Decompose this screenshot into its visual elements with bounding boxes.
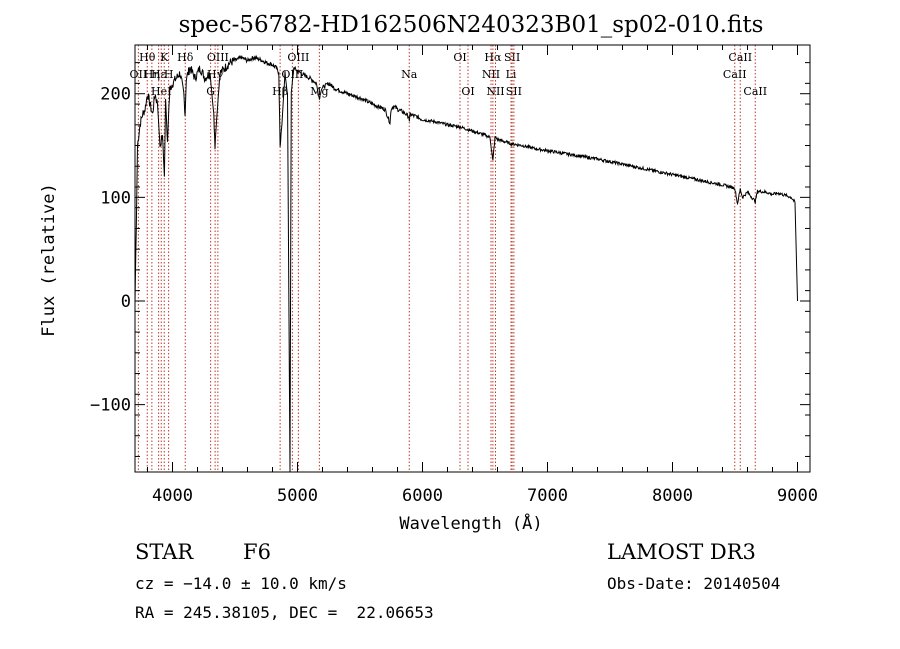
- line-marker-label: HeI: [151, 85, 171, 98]
- y-axis-label: Flux (relative): [39, 183, 59, 337]
- line-marker-label: CaII: [728, 51, 752, 64]
- redshift: cz = −14.0 ± 10.0 km/s: [135, 574, 347, 593]
- line-marker-label: Na: [401, 68, 418, 81]
- x-tick-label: 8000: [652, 486, 693, 506]
- line-marker-label: Hα: [484, 51, 502, 64]
- line-marker-label: Hη: [144, 68, 160, 81]
- axes-group: 4000 5000 6000 7000 8000 9000 −100 0 100 200: [90, 44, 818, 506]
- line-markers: HθOIIHηHεHeIKHHδHγGOIIIHβOIIIOIIIMgNaOIO…: [130, 45, 767, 472]
- survey-name: LAMOST DR3: [607, 540, 756, 564]
- y-tick-label: 0: [121, 292, 131, 312]
- x-axis-label: Wavelength (Å): [399, 512, 542, 534]
- coordinates: RA = 245.38105, DEC = 22.06653: [135, 603, 434, 622]
- spectrum-line: [134, 54, 798, 473]
- line-marker-label: NII: [482, 68, 500, 81]
- x-tick-label: 7000: [527, 486, 568, 506]
- line-marker-label: Hθ: [139, 51, 156, 64]
- line-marker-label: G: [206, 85, 215, 98]
- line-marker-label: Li: [506, 68, 517, 81]
- y-tick-label: −100: [90, 396, 131, 416]
- line-marker-label: Hε: [151, 68, 167, 81]
- line-marker-label: NII: [486, 85, 504, 98]
- line-marker-label: H: [164, 68, 174, 81]
- line-marker-label: CaII: [723, 68, 747, 81]
- x-tick-label: 4000: [152, 486, 193, 506]
- line-marker-label: K: [160, 51, 169, 64]
- y-tick-label: 200: [100, 85, 131, 105]
- line-marker-label: Hδ: [177, 51, 194, 64]
- x-tick-label: 9000: [777, 486, 818, 506]
- line-marker-label: OIII: [207, 51, 229, 64]
- obs-date: Obs-Date: 20140504: [607, 574, 781, 593]
- x-tick-label: 5000: [277, 486, 318, 506]
- line-marker-label: CaII: [743, 85, 767, 98]
- line-marker-label: OIII: [287, 51, 309, 64]
- line-marker-label: OI: [453, 51, 466, 64]
- plot-frame: [134, 44, 811, 473]
- series-group: [134, 54, 798, 473]
- line-marker-label: OII: [130, 68, 148, 81]
- subclass: F6: [243, 540, 271, 564]
- object-class: STAR: [135, 540, 194, 564]
- line-marker-label: SII: [506, 85, 522, 98]
- line-marker-label: Mg: [310, 85, 328, 98]
- line-marker-label: SII: [504, 51, 520, 64]
- line-marker-label: OI: [461, 85, 474, 98]
- line-marker-label: Hβ: [272, 85, 288, 98]
- chart-title: spec-56782-HD162506N240323B01_sp02-010.f…: [179, 12, 764, 38]
- x-tick-label: 6000: [402, 486, 443, 506]
- y-tick-label: 100: [100, 188, 131, 208]
